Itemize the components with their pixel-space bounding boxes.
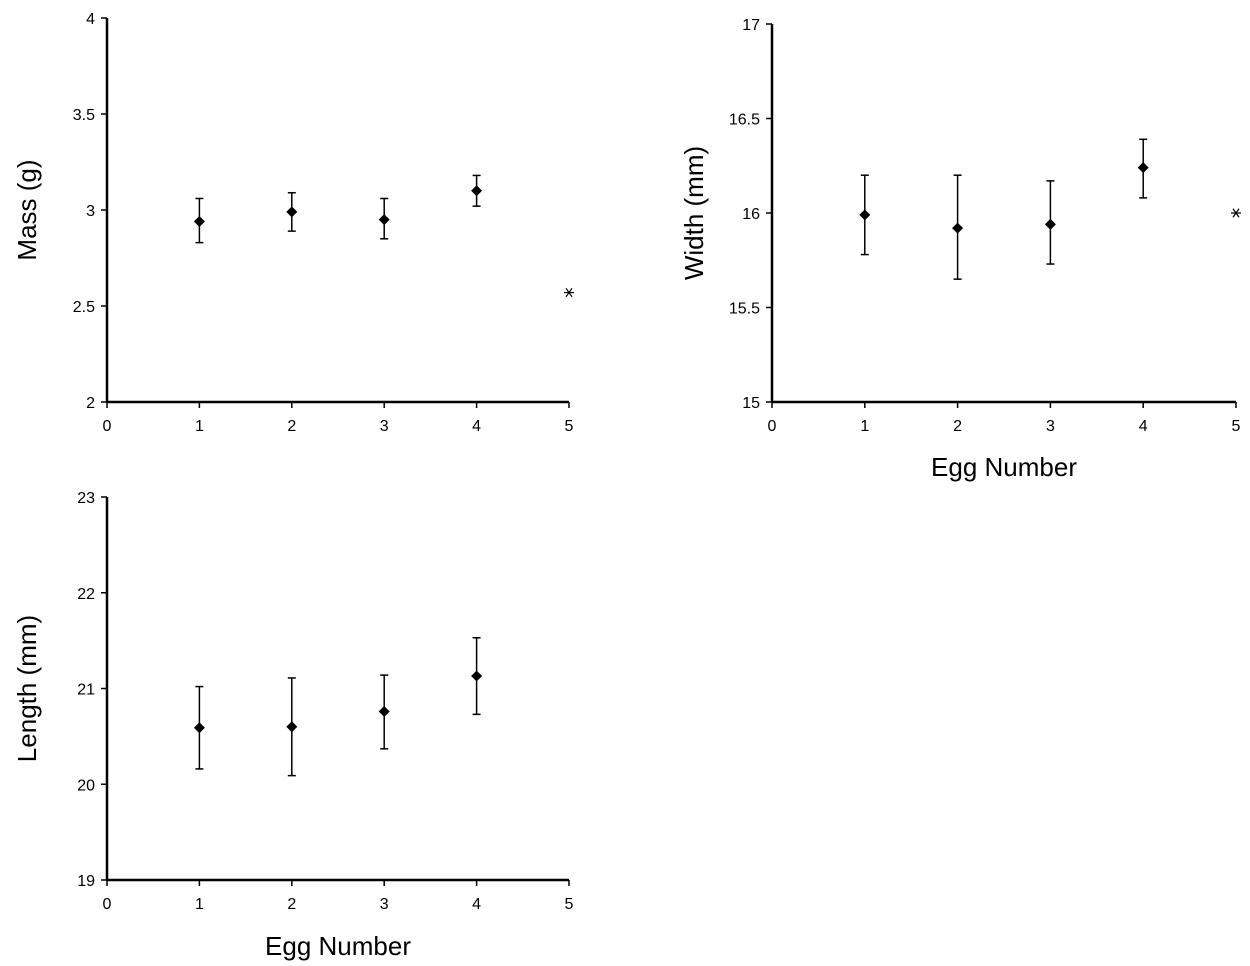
mass-y-tick-label: 2	[86, 395, 95, 412]
length-y-tick-label: 22	[77, 586, 95, 603]
mass-y-tick-label: 2.5	[73, 299, 95, 316]
asterisk-stroke	[1232, 208, 1240, 218]
mass-y-tick-label: 3.5	[73, 107, 95, 124]
mass-y-tick-label: 4	[86, 11, 95, 28]
width-y-tick-label: 15	[742, 395, 760, 412]
width-asterisk-marker	[1231, 208, 1241, 218]
mass-x-tick-label: 1	[195, 418, 204, 435]
width-y-tick-label: 15.5	[729, 301, 760, 318]
length-data-point	[378, 705, 390, 717]
width-y-tick-label: 17	[742, 17, 760, 34]
mass-data-point	[471, 185, 483, 197]
width-x-tick-label: 5	[1232, 418, 1241, 435]
width-data-point	[952, 222, 964, 234]
length-y-tick-label: 19	[77, 873, 95, 890]
width-data-point	[1044, 218, 1056, 230]
mass-chart: 2 2.5 3 3.5 4 0 1 2 3 4 5 Mass (g)	[12, 11, 574, 435]
length-y-axis-title: Length (mm)	[12, 615, 42, 762]
mass-y-tick-label: 3	[86, 203, 95, 220]
width-x-tick-label: 0	[768, 418, 777, 435]
width-x-tick-label: 2	[953, 418, 962, 435]
length-data-point	[286, 721, 298, 733]
width-y-axis-title: Width (mm)	[679, 146, 709, 280]
mass-data-point	[193, 216, 205, 228]
length-x-axis-title: Egg Number	[265, 931, 411, 961]
length-x-tick-label: 0	[103, 896, 112, 913]
mass-x-tick-label: 4	[472, 418, 481, 435]
width-y-tick-label: 16	[742, 206, 760, 223]
width-x-tick-label: 3	[1046, 418, 1055, 435]
width-data-point	[1137, 162, 1149, 174]
width-x-tick-label: 1	[860, 418, 869, 435]
length-x-tick-label: 5	[565, 896, 574, 913]
length-y-tick-label: 20	[77, 777, 95, 794]
length-data-point	[193, 722, 205, 734]
width-data-point	[859, 209, 871, 221]
mass-data-point	[378, 214, 390, 226]
width-chart: 15 15.5 16 16.5 17 0 1 2 3 4 5 Width (mm) Egg Number	[679, 17, 1241, 482]
mass-asterisk-marker	[564, 287, 574, 298]
mass-y-axis-title: Mass (g)	[12, 159, 42, 260]
length-y-tick-label: 23	[77, 490, 95, 507]
length-y-tick-label: 21	[77, 682, 95, 699]
length-data-point	[471, 670, 483, 682]
width-x-tick-label: 4	[1139, 418, 1148, 435]
asterisk-stroke	[565, 287, 573, 298]
width-y-tick-label: 16.5	[729, 112, 760, 129]
mass-data-point	[286, 206, 298, 218]
width-x-axis-title: Egg Number	[931, 452, 1077, 482]
length-x-tick-label: 4	[472, 896, 481, 913]
mass-x-tick-label: 0	[103, 418, 112, 435]
length-x-tick-label: 3	[380, 896, 389, 913]
mass-x-tick-label: 2	[287, 418, 296, 435]
mass-x-tick-label: 5	[565, 418, 574, 435]
mass-x-tick-label: 3	[380, 418, 389, 435]
length-x-tick-label: 1	[195, 896, 204, 913]
length-x-tick-label: 2	[287, 896, 296, 913]
